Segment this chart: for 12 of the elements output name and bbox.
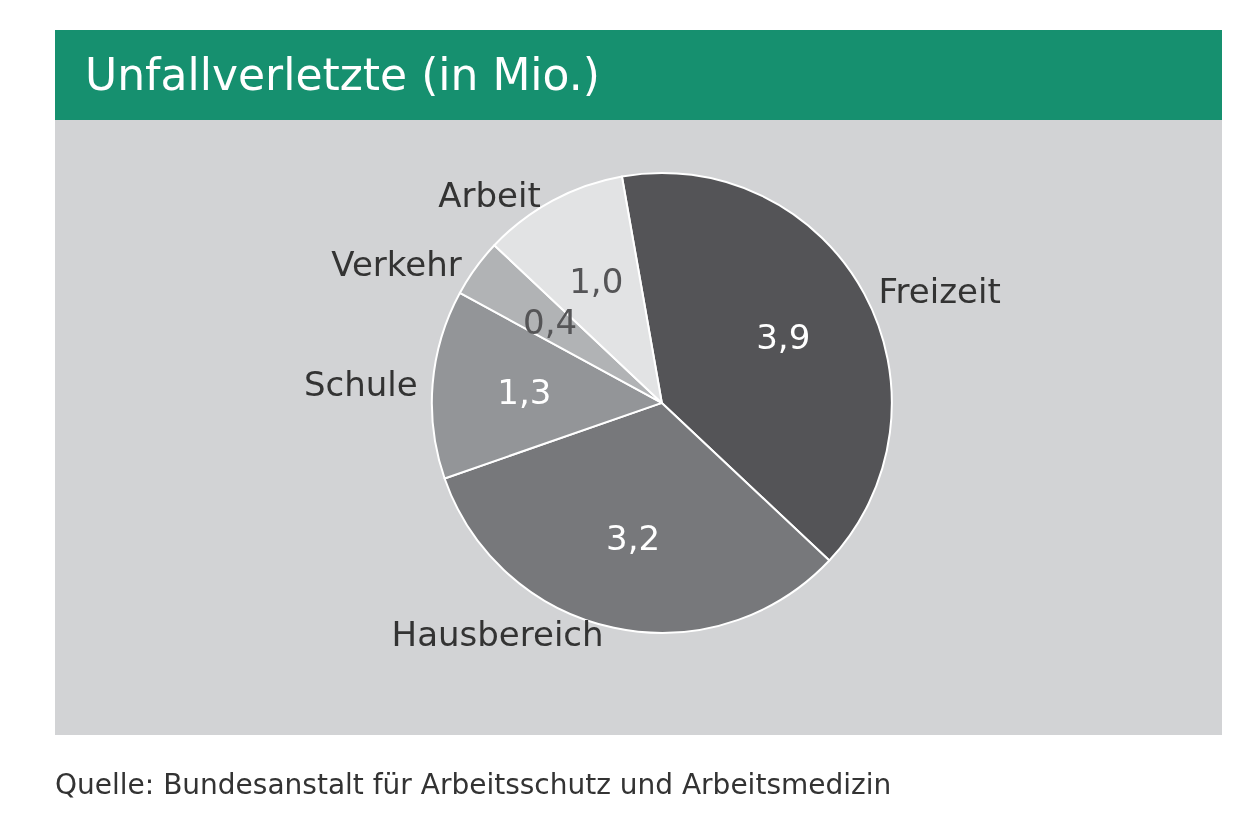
slice-label: Schule: [303, 363, 418, 404]
slice-label: Freizeit: [878, 270, 1001, 311]
data-label: 0,4: [523, 301, 578, 342]
data-label: 3,2: [606, 517, 661, 558]
data-label: 1,0: [569, 261, 624, 302]
slice-label: Verkehr: [331, 244, 462, 285]
slice-label: Arbeit: [438, 175, 541, 216]
source-note: Quelle: Bundesanstalt für Arbeitsschutz und Arbeitsmedizin: [55, 768, 892, 801]
chart-title: Unfallverletzte (in Mio.): [55, 30, 1222, 120]
slice-label: Hausbereich: [391, 613, 604, 654]
data-label: 1,3: [497, 371, 552, 412]
data-label: 3,9: [756, 317, 811, 358]
